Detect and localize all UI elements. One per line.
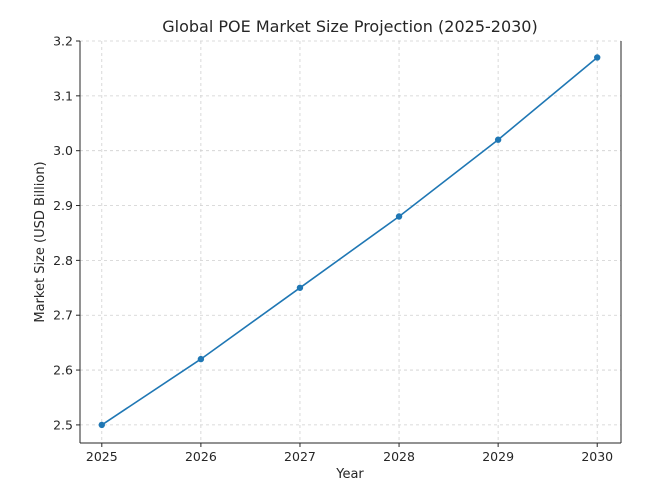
- y-tick-label: 2.7: [53, 308, 73, 323]
- data-point: [98, 421, 105, 429]
- series: [98, 54, 601, 429]
- y-tick-label: 2.5: [53, 417, 73, 432]
- axes: [79, 41, 622, 444]
- data-point: [197, 355, 205, 363]
- y-tick-label: 2.6: [53, 363, 73, 378]
- x-tick-label: 2027: [284, 449, 316, 464]
- y-tick-label: 3.2: [53, 34, 73, 49]
- x-tick-label: 2029: [482, 449, 514, 464]
- x-tick-label: 2028: [383, 449, 415, 464]
- grid: [80, 40, 621, 443]
- x-tick-label: 2025: [86, 449, 118, 464]
- y-tick-label: 3.1: [53, 88, 73, 103]
- x-tick-label: 2026: [185, 449, 217, 464]
- data-point: [594, 54, 601, 61]
- data-point: [395, 213, 403, 220]
- data-point: [296, 284, 304, 291]
- x-tick-label: 2030: [581, 449, 613, 464]
- y-tick-label: 2.9: [53, 198, 73, 213]
- series-line: [101, 56, 598, 426]
- y-tick-label: 2.8: [53, 253, 73, 268]
- y-tick-label: 3.0: [53, 143, 73, 158]
- chart-title: Global POE Market Size Projection (2025-…: [162, 17, 537, 36]
- x-axis-label: Year: [335, 467, 364, 482]
- y-axis-label: Market Size (USD Billion): [33, 161, 48, 322]
- data-point: [494, 136, 502, 143]
- ticks: 2025 2026 2027 2028 2029 2030 2.5 2.6 2.7 2.8 2.9 3…: [53, 34, 613, 465]
